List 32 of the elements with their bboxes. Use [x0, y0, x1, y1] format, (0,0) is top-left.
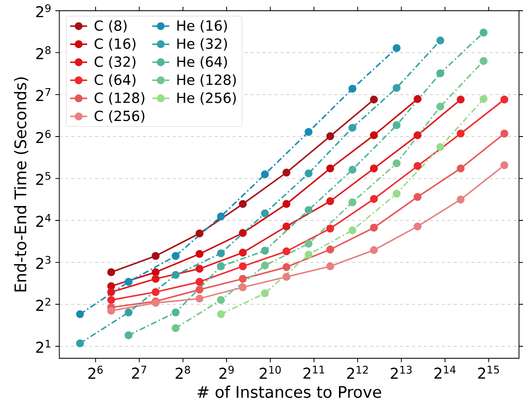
legend-label: He (256)	[177, 92, 236, 105]
legend-label: C (64)	[94, 74, 136, 87]
legend-label: C (16)	[94, 38, 136, 51]
y-tick-label: 2$^{7}$	[36, 88, 50, 102]
x-tick-label: 2$^{13}$	[390, 366, 412, 379]
x-tick-label: 2$^{10}$	[260, 366, 281, 379]
y-tick-label: 2$^{6}$	[36, 130, 51, 144]
x-tick-label: 2$^{15}$	[478, 366, 499, 379]
x-tick-label: 2$^{6}$	[88, 366, 103, 379]
legend-label: C (256)	[94, 110, 144, 123]
x-tick-label: 2$^{11}$	[303, 366, 324, 379]
legend-label: C (32)	[94, 56, 136, 69]
y-tick-label: 2$^{3}$	[36, 256, 50, 269]
y-tick-label: 2$^{8}$	[36, 46, 51, 60]
y-tick-label: 2$^{4}$	[36, 214, 51, 227]
x-tick-label: 2$^{7}$	[132, 366, 146, 379]
y-tick-label: 2$^{2}$	[36, 298, 50, 311]
x-axis-title: # of Instances to Prove	[198, 386, 382, 398]
x-tick-label: 2$^{9}$	[219, 366, 234, 379]
legend-label: He (16)	[177, 20, 227, 33]
x-tick-label: 2$^{8}$	[176, 366, 190, 379]
legend-label: C (8)	[94, 20, 127, 33]
legend-label: He (32)	[177, 38, 227, 51]
y-tick-label: 2$^{1}$	[36, 340, 50, 353]
y-axis-title: End-to-End Time (Seconds)	[14, 77, 28, 292]
y-tick-label: 2$^{5}$	[36, 172, 50, 185]
x-tick-label: 2$^{12}$	[347, 366, 368, 379]
y-tick-label: 2$^{9}$	[36, 4, 51, 18]
legend-label: C (128)	[94, 92, 144, 105]
x-tick-label: 2$^{14}$	[434, 366, 456, 379]
legend-label: He (64)	[177, 56, 227, 69]
legend-label: He (128)	[177, 74, 236, 87]
